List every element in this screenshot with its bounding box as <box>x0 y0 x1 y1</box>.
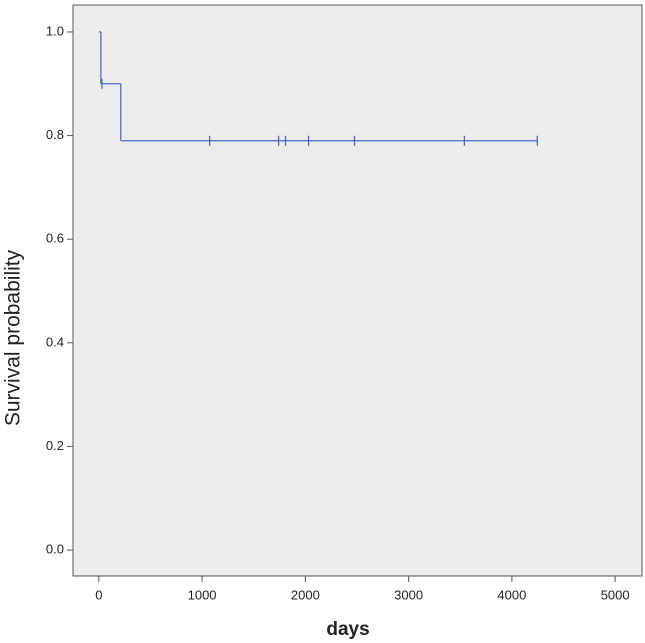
y-tick-label: 1.0 <box>46 23 64 38</box>
y-tick-label: 0.4 <box>46 334 64 349</box>
plot-area <box>72 4 643 577</box>
y-tick-label: 0.8 <box>46 127 64 142</box>
y-axis-label: Survival probability <box>2 249 25 426</box>
x-tick-label: 0 <box>95 587 102 602</box>
x-tick-label: 4000 <box>497 587 526 602</box>
y-tick-label: 0.0 <box>46 542 64 557</box>
y-tick-label: 0.6 <box>46 231 64 246</box>
x-tick-label: 5000 <box>601 587 630 602</box>
x-axis-label: days <box>326 619 369 640</box>
x-tick-label: 3000 <box>394 587 423 602</box>
x-tick-label: 1000 <box>188 587 217 602</box>
y-tick-label: 0.2 <box>46 438 64 453</box>
x-tick-label: 2000 <box>291 587 320 602</box>
